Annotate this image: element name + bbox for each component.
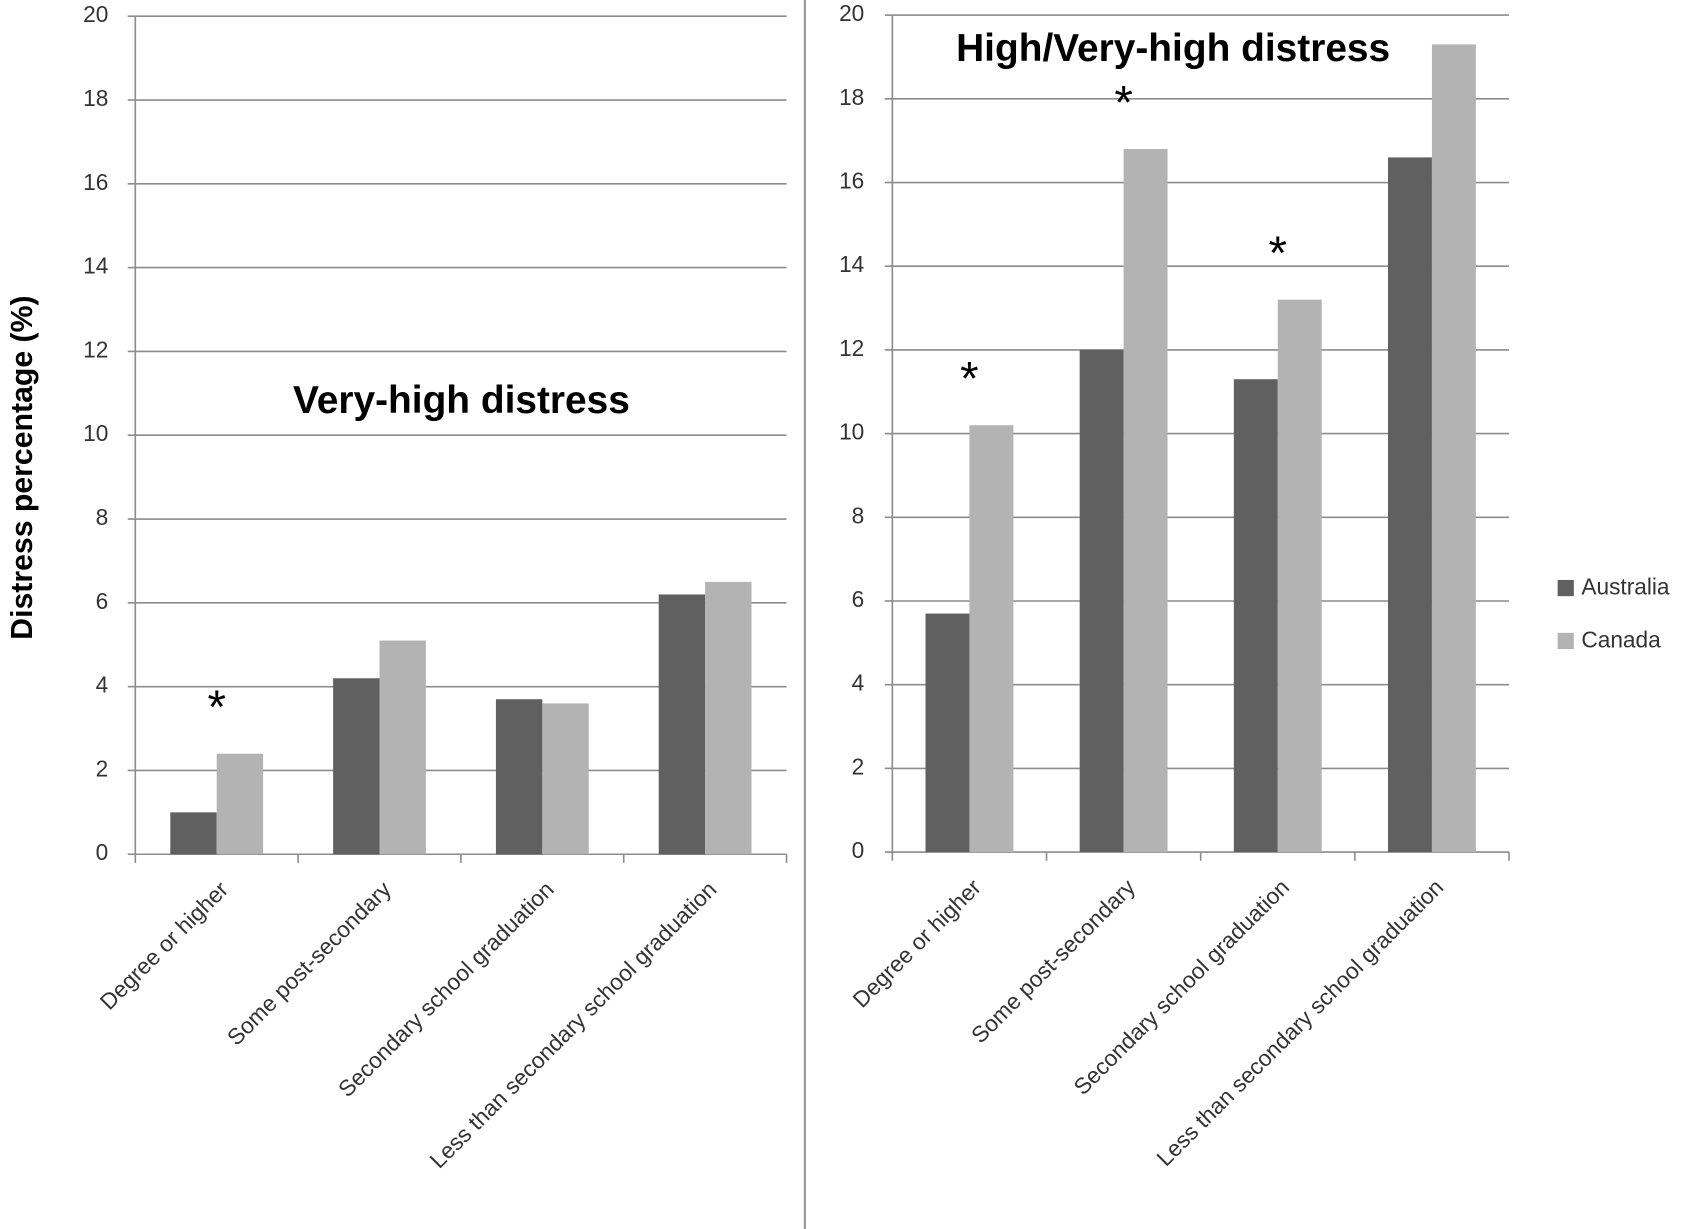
bar xyxy=(1431,44,1476,853)
legend-swatch xyxy=(1557,579,1574,597)
y-tick-label: 0 xyxy=(96,839,109,865)
y-tick-label: 4 xyxy=(852,670,865,696)
x-tick-label: Some post-secondary xyxy=(222,876,397,1051)
bar xyxy=(170,812,217,855)
y-tick-label: 8 xyxy=(852,502,865,528)
bar xyxy=(1387,157,1432,853)
y-tick-label: 2 xyxy=(852,753,865,779)
y-tick-label: 10 xyxy=(83,420,108,446)
significance-mark: * xyxy=(1114,76,1132,129)
legend-swatch xyxy=(1557,632,1574,650)
y-tick-label: 18 xyxy=(839,84,864,110)
y-tick-label: 12 xyxy=(83,336,108,362)
bar xyxy=(969,425,1014,853)
chart-title: Very-high distress xyxy=(293,379,630,422)
y-tick-label: 14 xyxy=(839,251,864,277)
bar xyxy=(216,753,264,855)
y-tick-label: 14 xyxy=(83,253,108,279)
y-tick-label: 10 xyxy=(839,419,864,445)
y-tick-label: 2 xyxy=(96,755,109,781)
y-tick-label: 4 xyxy=(96,672,109,698)
significance-mark: * xyxy=(1269,227,1288,280)
x-tick-label: Degree or higher xyxy=(847,874,986,1013)
chart-title: High/Very-high distress xyxy=(956,27,1390,70)
legend-label: Australia xyxy=(1581,574,1670,600)
y-tick-label: 12 xyxy=(839,335,864,361)
bar xyxy=(495,699,543,855)
x-tick-label: Degree or higher xyxy=(94,876,233,1015)
y-axis-label: Distress percentage (%) xyxy=(6,295,39,639)
y-tick-label: 20 xyxy=(83,1,108,27)
x-tick-label: Less than secondary school graduation xyxy=(424,876,721,1173)
y-tick-label: 18 xyxy=(83,85,108,111)
y-tick-label: 16 xyxy=(83,169,108,195)
y-tick-label: 8 xyxy=(96,504,109,530)
bar xyxy=(705,581,752,855)
y-tick-label: 6 xyxy=(96,588,109,614)
significance-mark: * xyxy=(960,353,979,406)
bar xyxy=(542,703,589,855)
bar xyxy=(925,613,970,853)
legend-label: Canada xyxy=(1581,626,1661,652)
bar xyxy=(379,640,426,855)
bar xyxy=(333,678,380,855)
x-tick-label: Less than secondary school graduation xyxy=(1151,874,1448,1171)
y-tick-label: 16 xyxy=(839,167,864,193)
y-tick-label: 0 xyxy=(852,837,865,863)
bar xyxy=(1123,149,1168,853)
y-tick-label: 6 xyxy=(852,586,865,612)
significance-mark: * xyxy=(207,681,226,734)
y-tick-label: 20 xyxy=(839,0,864,26)
bar xyxy=(1079,349,1124,853)
bar xyxy=(658,594,706,855)
x-tick-label: Some post-secondary xyxy=(966,873,1141,1048)
bar xyxy=(1233,379,1278,853)
bar xyxy=(1277,299,1322,853)
